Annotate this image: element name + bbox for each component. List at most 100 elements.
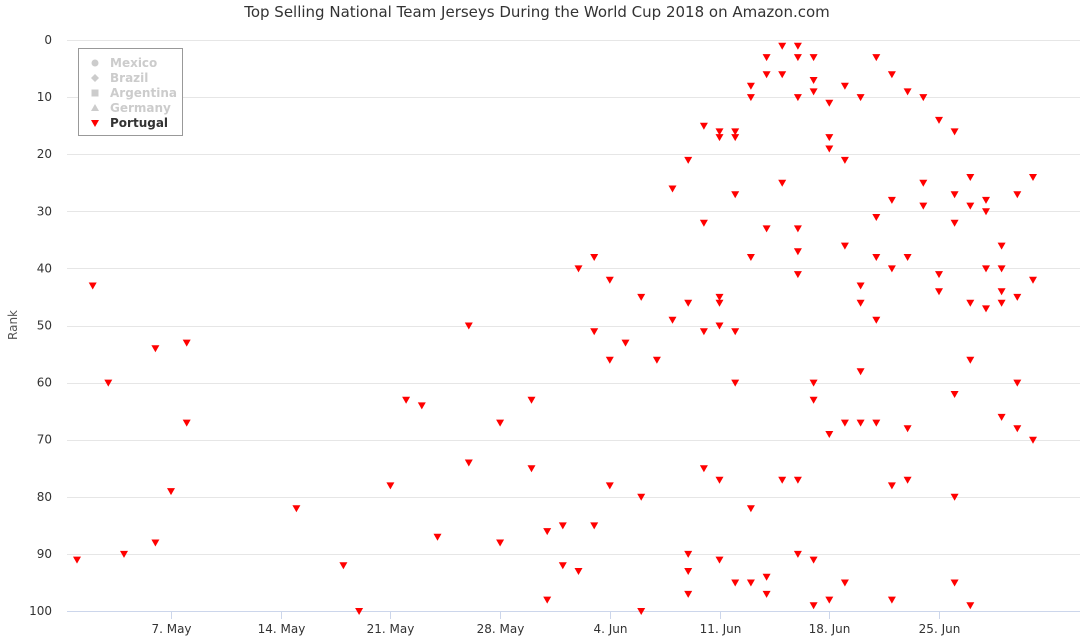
y-tick-label: 40 [37, 261, 52, 275]
data-point-portugal [699, 122, 708, 130]
data-point-portugal [950, 219, 959, 227]
y-tick-label: 20 [37, 147, 52, 161]
data-point-portugal [668, 316, 677, 324]
data-point-portugal [935, 271, 943, 279]
data-point-portugal [402, 396, 411, 404]
data-point-portugal [574, 265, 583, 273]
x-tick-label: 7. May [151, 622, 191, 636]
data-point-portugal [715, 556, 724, 564]
data-point-portugal [73, 556, 81, 564]
data-point-portugal [151, 539, 160, 547]
data-point-portugal [1029, 174, 1037, 181]
x-tick-label: 14. May [258, 622, 306, 636]
data-point-portugal [1013, 191, 1022, 199]
data-point-portugal [825, 99, 834, 107]
data-point-portugal [872, 419, 881, 427]
data-point-portugal [355, 608, 364, 615]
data-point-portugal [887, 71, 896, 79]
legend-item-germany[interactable]: Germany [110, 101, 171, 115]
data-point-portugal [966, 174, 975, 181]
data-point-portugal [919, 94, 928, 102]
data-point-portugal [715, 293, 724, 301]
data-point-portugal [182, 419, 191, 427]
data-point-portugal [574, 568, 583, 575]
data-point-portugal [527, 396, 536, 404]
y-axis-title: Rank [6, 310, 20, 340]
data-point-portugal [715, 128, 724, 136]
legend-item-argentina[interactable]: Argentina [110, 86, 177, 100]
data-point-portugal [558, 522, 567, 530]
data-point-portugal [684, 156, 693, 164]
data-point-portugal [731, 379, 740, 387]
x-tick-label: 25. Jun [919, 622, 961, 636]
data-point-portugal [1013, 293, 1022, 301]
data-point-portugal [997, 242, 1006, 250]
data-point-portugal [1013, 425, 1022, 433]
data-point-portugal [605, 356, 614, 364]
data-point-portugal [903, 425, 912, 433]
data-point-portugal [966, 356, 975, 364]
data-point-portugal [637, 293, 646, 301]
data-point-portugal [856, 94, 865, 102]
data-point-portugal [887, 265, 896, 273]
y-tick-label: 100 [29, 604, 52, 618]
x-tick-label: 18. Jun [809, 622, 851, 636]
data-point-portugal [762, 71, 771, 79]
data-point-portugal [935, 288, 943, 296]
data-point-portugal [982, 305, 990, 313]
data-point-portugal [731, 191, 740, 199]
data-point-portugal [809, 602, 818, 610]
data-point-portugal [997, 413, 1006, 421]
data-point-portugal [872, 254, 881, 261]
data-point-portugal [872, 316, 881, 324]
data-point-portugal [621, 339, 630, 347]
data-point-portugal [417, 402, 426, 410]
data-point-portugal [778, 71, 787, 79]
data-point-portugal [903, 476, 912, 484]
data-point-portugal [668, 185, 677, 193]
data-point-portugal [935, 116, 943, 124]
x-tick-label: 21. May [367, 622, 415, 636]
legend-symbol-portugal [91, 120, 99, 127]
data-point-portugal [652, 356, 661, 364]
data-point-portugal [793, 225, 802, 233]
legend-item-mexico[interactable]: Mexico [110, 56, 157, 70]
data-point-portugal [762, 54, 771, 62]
data-point-portugal [840, 82, 849, 90]
data-point-portugal [982, 265, 990, 273]
legend-item-brazil[interactable]: Brazil [110, 71, 148, 85]
data-point-portugal [1029, 276, 1037, 284]
data-point-portugal [746, 254, 755, 261]
data-point-portugal [684, 550, 693, 558]
data-point-portugal [903, 88, 912, 96]
data-point-portugal [684, 568, 693, 575]
data-point-portugal [762, 590, 771, 598]
data-point-portugal [950, 128, 959, 136]
data-point-portugal [903, 254, 912, 261]
data-point-portugal [793, 54, 802, 62]
data-point-portugal [825, 596, 834, 604]
data-point-portugal [715, 322, 724, 330]
legend-item-portugal[interactable]: Portugal [110, 116, 168, 130]
x-tick-label: 4. Jun [593, 622, 627, 636]
data-point-portugal [997, 265, 1006, 273]
data-point-portugal [1013, 379, 1022, 387]
data-point-portugal [793, 476, 802, 484]
data-point-portugal [793, 42, 802, 50]
data-point-portugal [715, 299, 724, 307]
data-point-portugal [433, 533, 442, 541]
data-point-portugal [825, 431, 834, 438]
data-point-portugal [825, 145, 834, 153]
data-point-portugal [919, 179, 928, 187]
legend-symbol-argentina [91, 89, 99, 97]
y-tick-label: 10 [37, 90, 52, 104]
y-tick-label: 50 [37, 319, 52, 333]
data-point-portugal [793, 271, 802, 279]
data-point-portugal [746, 82, 755, 90]
data-point-portugal [872, 54, 881, 62]
data-point-portugal [872, 214, 881, 221]
y-tick-label: 30 [37, 204, 52, 218]
data-point-portugal [590, 254, 599, 261]
data-point-portugal [746, 94, 755, 102]
data-point-portugal [637, 493, 646, 501]
